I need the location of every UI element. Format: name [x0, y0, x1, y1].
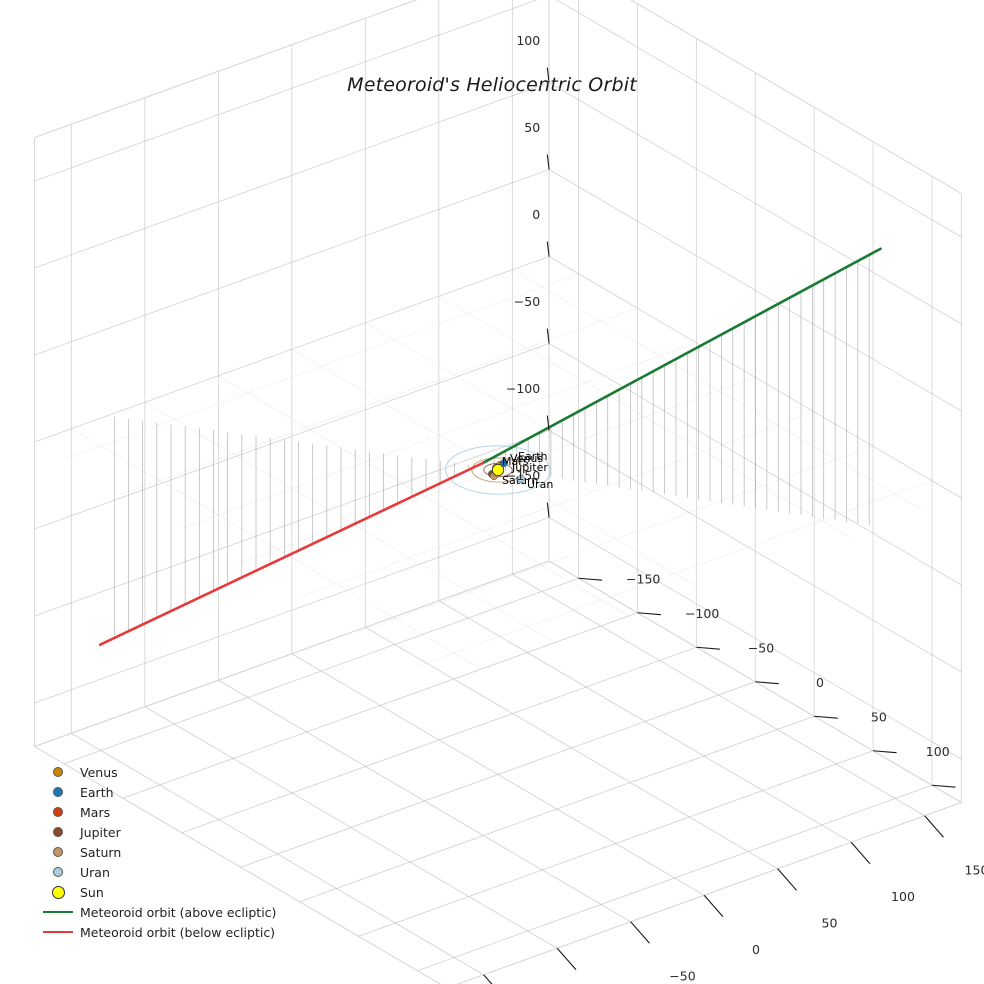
legend-marker-venus [53, 767, 63, 777]
x-tick-label-1: −100 [685, 606, 719, 621]
legend-marker-jupiter [53, 827, 63, 837]
legend-label: Saturn [80, 844, 122, 860]
legend-marker-uran [53, 867, 63, 877]
orbit-ellipse-uran [445, 445, 551, 495]
legend-item-earth[interactable]: Earth [38, 782, 338, 802]
x-axis-tick [931, 784, 956, 788]
legend-key-marker [38, 787, 78, 797]
legend-key-line [38, 911, 78, 913]
y-tick-label-3: 0 [752, 942, 760, 957]
legend-label: Earth [80, 784, 114, 800]
y-axis-tick [630, 921, 650, 944]
legend-key-marker [38, 847, 78, 857]
z-tick-label-5: −100 [506, 381, 540, 396]
legend-label: Mars [80, 804, 111, 820]
x-tick-label-3: 0 [816, 675, 824, 690]
pane-edge [34, 746, 442, 984]
legend: Venus Earth Mars Jupiter Saturn Uran Sun Meteor… [38, 762, 338, 942]
legend-item-meteoroid-orbit-above-ecliptic[interactable]: Meteoroid orbit (above ecliptic) [38, 902, 338, 922]
legend-item-sun[interactable]: Sun [38, 882, 338, 902]
pane-back-right [34, 0, 550, 747]
legend-key-marker [38, 767, 78, 777]
y-tick-label-4: 50 [822, 915, 838, 930]
body-label-jupiter: Jupiter [511, 461, 548, 474]
x-axis-tick [637, 612, 662, 616]
z-tick-label-1: 100 [516, 33, 540, 48]
legend-item-jupiter[interactable]: Jupiter [38, 822, 338, 842]
x-axis-tick [696, 646, 720, 650]
legend-marker-saturn [53, 847, 63, 857]
z-axis-tick [546, 502, 550, 518]
pane-edge [456, 802, 962, 984]
legend-key-line [38, 931, 78, 933]
meteoroid-orbit-below-ecliptic [98, 461, 484, 647]
z-tick-label-4: −50 [514, 294, 540, 309]
legend-line-swatch [43, 931, 73, 933]
legend-key-marker [38, 827, 78, 837]
pane-edge [34, 560, 550, 747]
body-label-earth: Earth [518, 450, 548, 463]
body-label-uran: Uran [527, 478, 553, 491]
z-axis-tick [546, 328, 550, 344]
legend-label: Venus [80, 764, 118, 780]
meteoroid-orbit-above-ecliptic [481, 247, 882, 465]
page-title: Meteoroid's Heliocentric Orbit [347, 74, 637, 96]
z-axis-tick [546, 154, 550, 170]
legend-marker-sun [51, 885, 65, 899]
y-axis-tick [777, 868, 797, 891]
x-axis-tick [814, 715, 838, 719]
pane-edge [630, 0, 962, 194]
y-axis-tick [556, 947, 577, 971]
x-tick-label-2: −50 [748, 640, 774, 655]
z-axis-tick [546, 67, 550, 83]
y-tick-label-2: −50 [669, 968, 695, 983]
legend-label: Uran [80, 864, 110, 880]
legend-label: Sun [80, 884, 104, 900]
body-marker-earth [500, 459, 508, 467]
ecliptic-plane [63, 269, 933, 671]
legend-key-marker [38, 885, 78, 899]
legend-marker-mars [53, 807, 63, 817]
legend-label: Meteoroid orbit (above ecliptic) [80, 904, 277, 920]
y-axis-tick [924, 815, 944, 838]
legend-key-marker [38, 807, 78, 817]
body-marker-uran [517, 475, 525, 483]
legend-item-venus[interactable]: Venus [38, 762, 338, 782]
body-label-venus: Venus [510, 452, 543, 465]
orbit-stems [113, 254, 870, 638]
y-tick-label-6: 150 [965, 862, 984, 877]
orbit-ellipse-saturn [471, 457, 525, 483]
body-label-mars: Mars [502, 455, 529, 468]
z-axis-tick [546, 415, 550, 431]
z-tick-label-3: 0 [532, 207, 540, 222]
legend-item-saturn[interactable]: Saturn [38, 842, 338, 862]
body-marker-sun [491, 463, 505, 477]
x-axis-tick [578, 577, 603, 581]
legend-marker-earth [53, 787, 63, 797]
y-axis-tick [850, 841, 871, 865]
y-axis-tick [703, 894, 724, 918]
x-axis-tick [755, 681, 779, 685]
x-axis-tick [873, 750, 897, 754]
legend-line-swatch [43, 911, 73, 913]
legend-key-marker [38, 867, 78, 877]
x-tick-label-0: −150 [626, 571, 660, 586]
y-axis-tick [483, 974, 493, 984]
z-tick-label-2: 50 [524, 120, 540, 135]
y-tick-label-5: 100 [891, 889, 915, 904]
legend-label: Jupiter [80, 824, 121, 840]
x-tick-label-4: 50 [871, 709, 887, 724]
legend-item-meteoroid-orbit-below-ecliptic[interactable]: Meteoroid orbit (below ecliptic) [38, 922, 338, 942]
pane-edge [34, 0, 418, 138]
z-axis-tick [546, 241, 550, 257]
x-tick-label-5: 100 [926, 744, 950, 759]
legend-item-mars[interactable]: Mars [38, 802, 338, 822]
z-tick-label-6: −150 [506, 468, 540, 483]
legend-item-uran[interactable]: Uran [38, 862, 338, 882]
legend-label: Meteoroid orbit (below ecliptic) [80, 924, 276, 940]
